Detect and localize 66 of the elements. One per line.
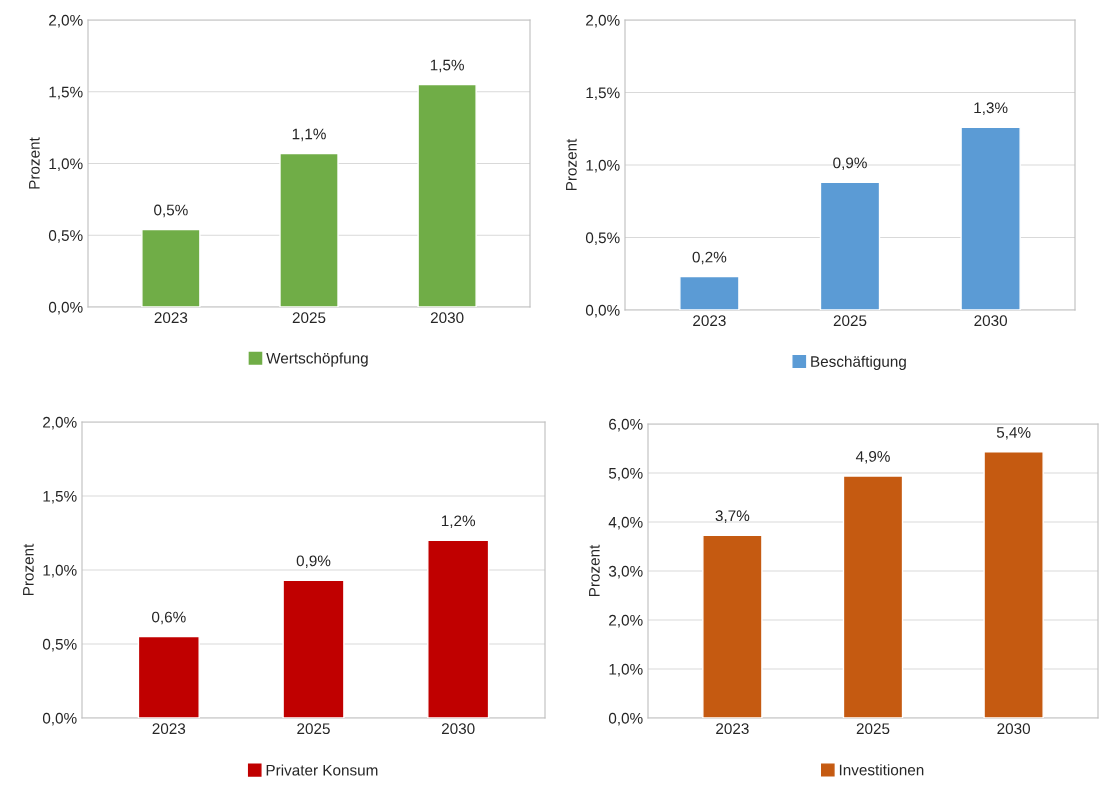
y-tick-label: 1,0%: [609, 663, 643, 677]
y-tick-label: 0,5%: [42, 638, 77, 652]
bar: [282, 579, 345, 718]
legend-label: Wertschöpfung: [266, 352, 368, 367]
y-tick-label: 0,0%: [42, 712, 77, 726]
y-axis-title: Prozent: [23, 543, 34, 596]
legend-label: Beschäftigung: [811, 355, 906, 370]
x-tick-label: 2025: [292, 312, 326, 324]
x-tick-label: 2023: [716, 723, 749, 735]
x-tick-label: 2023: [152, 723, 186, 735]
data-label: 0,5%: [154, 204, 188, 218]
data-label: 0,9%: [296, 555, 331, 569]
data-label: 0,2%: [692, 251, 727, 265]
y-tick-label: 3,0%: [608, 565, 643, 579]
x-tick-label: 2030: [441, 723, 475, 735]
y-tick-label: 2,0%: [586, 14, 620, 28]
bar: [137, 635, 200, 718]
bar: [819, 181, 881, 310]
y-tick-label: 0,0%: [608, 712, 643, 726]
bar: [960, 126, 1021, 310]
y-tick-label: 6,0%: [609, 418, 643, 432]
bar: [417, 83, 477, 307]
y-tick-label: 2,0%: [49, 14, 83, 28]
x-tick-label: 2023: [693, 315, 726, 327]
y-tick-label: 0,5%: [585, 232, 620, 245]
legend-label: Investitionen: [839, 764, 924, 776]
data-label: 1,3%: [974, 102, 1008, 115]
bar: [141, 228, 201, 307]
y-tick-label: 0,5%: [48, 230, 83, 243]
x-tick-label: 2030: [430, 312, 464, 324]
y-axis-title: Prozent: [566, 138, 577, 191]
y-tick-label: 0,0%: [585, 304, 620, 318]
bar: [983, 451, 1044, 718]
data-label: 5,4%: [996, 427, 1031, 440]
data-label: 1,5%: [430, 59, 464, 73]
x-tick-label: 2030: [997, 723, 1031, 735]
y-tick-label: 0,0%: [48, 301, 83, 315]
x-tick-label: 2030: [974, 315, 1008, 327]
data-label: 0,6%: [152, 611, 186, 625]
y-tick-label: 1,0%: [49, 158, 83, 171]
y-tick-label: 2,0%: [609, 614, 643, 628]
x-tick-label: 2025: [297, 723, 330, 735]
data-label: 3,7%: [715, 510, 750, 523]
y-tick-label: 1,0%: [43, 564, 77, 578]
y-tick-label: 5,0%: [608, 467, 643, 481]
data-label: 4,9%: [855, 450, 890, 464]
x-tick-label: 2023: [154, 312, 188, 324]
y-tick-label: 1,5%: [586, 87, 620, 100]
y-tick-label: 1,5%: [49, 86, 83, 100]
y-axis-title: Prozent: [29, 137, 40, 189]
bar: [702, 534, 763, 718]
x-tick-label: 2025: [856, 723, 890, 735]
y-tick-label: 1,5%: [43, 490, 77, 504]
legend-label: Privater Konsum: [266, 764, 378, 776]
y-tick-label: 2,0%: [43, 416, 77, 430]
bar: [279, 152, 339, 307]
data-label: 1,1%: [292, 128, 326, 142]
data-label: 0,9%: [833, 157, 867, 171]
x-tick-label: 2025: [833, 315, 867, 327]
y-tick-label: 4,0%: [608, 516, 643, 530]
bar: [842, 475, 904, 718]
data-label: 1,2%: [441, 515, 476, 529]
y-tick-label: 1,0%: [586, 159, 620, 173]
bar: [679, 275, 740, 310]
y-axis-title: Prozent: [589, 544, 600, 597]
bar: [427, 539, 490, 718]
